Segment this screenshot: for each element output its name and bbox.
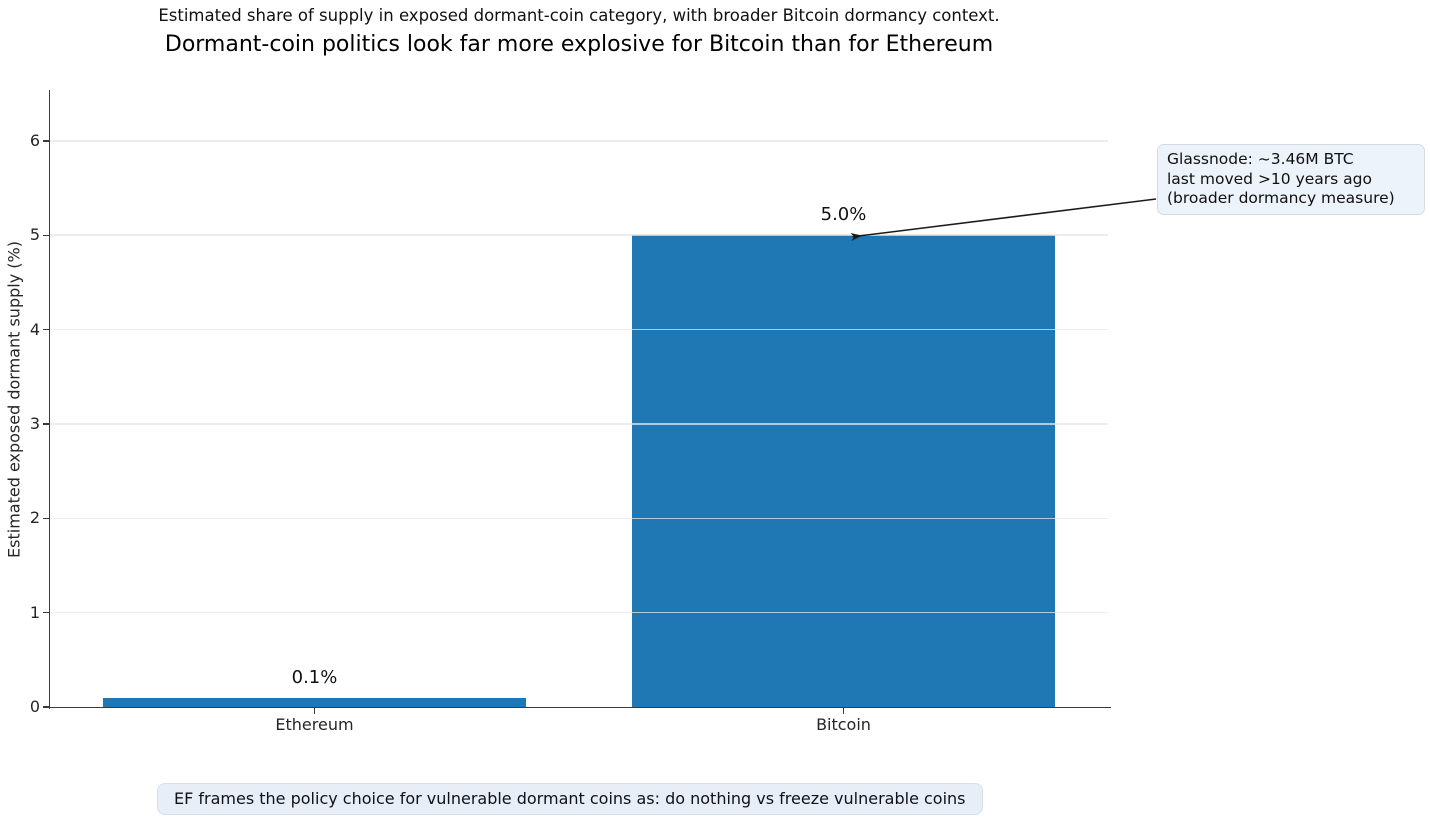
- y-tick-label: 1: [29, 602, 40, 622]
- y-axis-spine: [48, 90, 51, 709]
- y-tick-label: 4: [29, 319, 40, 339]
- y-tick-mark: [43, 517, 49, 519]
- y-tick-label: 5: [29, 225, 40, 245]
- y-tick-label: 0: [29, 697, 40, 716]
- caption-box: EF frames the policy choice for vulnerab…: [157, 783, 983, 815]
- annotation-line-1: Glassnode: ~3.46M BTC: [1167, 150, 1354, 168]
- y-gridline: [50, 611, 1108, 614]
- chart-title: Dormant-coin politics look far more expl…: [164, 32, 994, 57]
- y-tick-mark: [43, 423, 49, 425]
- bar-ethereum: [102, 697, 527, 707]
- bar-value-label: 5.0%: [820, 204, 867, 226]
- y-gridline: [50, 140, 1108, 142]
- chart-subtitle: Estimated share of supply in exposed dor…: [158, 6, 1000, 25]
- y-gridline: [50, 328, 1108, 331]
- bar-bitcoin: [631, 235, 1056, 707]
- y-tick-mark: [43, 140, 49, 142]
- x-tick-mark: [313, 708, 316, 714]
- y-gridline: [50, 423, 1108, 425]
- y-tick-mark: [43, 234, 49, 236]
- x-tick-label: Ethereum: [275, 715, 354, 734]
- y-gridline: [50, 234, 1108, 237]
- x-tick-mark: [842, 708, 845, 714]
- annotation-line-2: last moved >10 years ago: [1167, 169, 1372, 188]
- y-tick-mark: [43, 328, 49, 331]
- y-gridline: [50, 517, 1108, 520]
- y-tick-mark: [43, 706, 49, 708]
- y-tick-label: 6: [29, 130, 40, 150]
- x-axis-spine: [48, 707, 1111, 709]
- y-tick-mark: [43, 611, 49, 614]
- y-tick-label: 2: [29, 508, 40, 528]
- y-tick-label: 3: [29, 413, 40, 433]
- annotation-callout: Glassnode: ~3.46M BTC last moved >10 yea…: [1157, 144, 1425, 216]
- annotation-line-3: (broader dormancy measure): [1167, 189, 1395, 208]
- bar-value-label: 0.1%: [291, 666, 338, 688]
- x-tick-label: Bitcoin: [816, 715, 871, 734]
